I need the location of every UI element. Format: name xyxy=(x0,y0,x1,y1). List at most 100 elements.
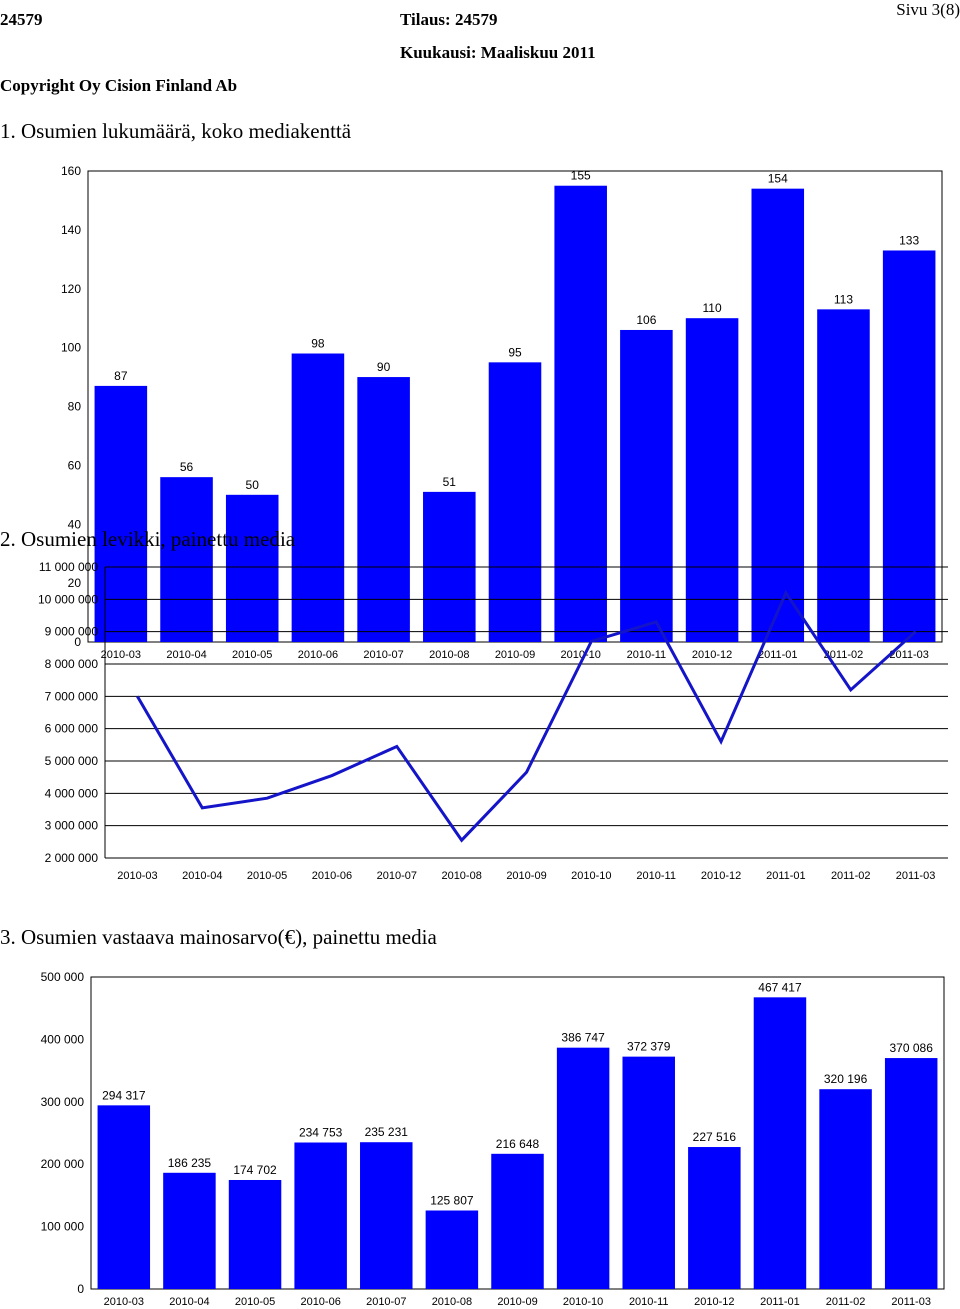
document-id: 24579 xyxy=(0,10,43,29)
circulation-line-chart: 2 000 000 3 000 000 4 000 000 5 000 000 6 00… xyxy=(38,560,948,882)
bar xyxy=(225,494,279,642)
y-tick-label: 2 000 000 xyxy=(45,851,99,865)
bar xyxy=(357,377,410,642)
x-tick-label: 2010-06 xyxy=(312,870,352,882)
x-tick-label: 2010-04 xyxy=(166,649,206,661)
data-label: 125 807 xyxy=(430,1193,474,1207)
data-label: 50 xyxy=(246,478,260,492)
bar xyxy=(228,1179,282,1289)
bar xyxy=(884,1058,938,1289)
bar xyxy=(294,1142,347,1289)
y-tick-label: 0 xyxy=(77,1282,84,1296)
y-tick-label: 5 000 000 xyxy=(45,754,99,768)
x-tick-label: 2010-12 xyxy=(694,1296,734,1308)
section-title-circulation: 2. Osumien levikki, painettu media xyxy=(0,527,296,551)
data-label: 320 196 xyxy=(824,1072,868,1086)
x-tick-label: 2010-06 xyxy=(300,1296,340,1308)
data-label: 98 xyxy=(311,337,325,351)
x-tick-label: 2010-04 xyxy=(182,870,222,882)
y-tick-label: 60 xyxy=(68,458,82,472)
bar xyxy=(688,1147,741,1289)
bar xyxy=(491,1153,544,1289)
bar xyxy=(622,1056,675,1289)
data-label: 154 xyxy=(768,172,788,186)
series-line xyxy=(136,589,917,843)
bar xyxy=(97,1105,151,1289)
y-tick-label: 160 xyxy=(61,164,81,178)
copyright-notice: Copyright Oy Cision Finland Ab xyxy=(0,76,238,95)
y-tick-label: 3 000 000 xyxy=(45,819,99,833)
data-label: 186 235 xyxy=(168,1156,212,1170)
x-tick-label: 2010-07 xyxy=(363,649,403,661)
data-label: 467 417 xyxy=(758,980,802,994)
x-tick-label: 2011-02 xyxy=(831,870,871,882)
data-label: 113 xyxy=(834,292,853,306)
x-tick-label: 2010-11 xyxy=(636,870,676,882)
bar xyxy=(556,1047,610,1289)
x-tick-label: 2011-01 xyxy=(760,1296,800,1308)
bar xyxy=(163,1172,216,1289)
section-title-hits: 1. Osumien lukumäärä, koko mediakenttä xyxy=(0,119,352,143)
x-tick-label: 2010-11 xyxy=(629,1296,669,1308)
x-tick-label: 2010-05 xyxy=(247,870,287,882)
y-tick-label: 6 000 000 xyxy=(45,722,99,736)
bar xyxy=(751,188,805,642)
x-tick-label: 2010-07 xyxy=(366,1296,406,1308)
bar xyxy=(685,318,739,642)
data-label: 110 xyxy=(703,301,722,315)
x-tick-label: 2010-09 xyxy=(506,870,546,882)
y-tick-label: 100 000 xyxy=(41,1220,85,1234)
y-tick-label: 8 000 000 xyxy=(45,657,99,671)
x-tick-label: 2010-04 xyxy=(169,1296,209,1308)
bar xyxy=(620,329,673,642)
x-tick-label: 2011-03 xyxy=(889,649,929,661)
y-tick-label: 400 000 xyxy=(41,1032,85,1046)
x-tick-label: 2011-03 xyxy=(896,870,936,882)
data-label: 90 xyxy=(377,360,391,374)
y-tick-label: 200 000 xyxy=(41,1157,85,1171)
y-tick-label: 10 000 000 xyxy=(38,592,98,606)
data-label: 87 xyxy=(114,369,128,383)
x-tick-label: 2011-02 xyxy=(824,649,864,661)
data-label: 386 747 xyxy=(561,1031,605,1045)
y-tick-label: 11 000 000 xyxy=(39,560,98,574)
section-title-ad-value: 3. Osumien vastaava mainosarvo(€), paine… xyxy=(0,925,437,949)
data-label: 216 648 xyxy=(496,1137,540,1151)
y-tick-label: 140 xyxy=(61,223,81,237)
x-tick-label: 2010-03 xyxy=(104,1296,144,1308)
x-tick-label: 2011-03 xyxy=(891,1296,931,1308)
bar xyxy=(554,185,607,642)
order-number: Tilaus: 24579 xyxy=(400,10,498,29)
x-tick-label: 2011-01 xyxy=(758,649,798,661)
bar xyxy=(488,362,542,642)
y-tick-label: 100 xyxy=(61,341,81,355)
bar xyxy=(753,997,807,1289)
hits-bar-chart: 0 20 40 60 80 100 120 140 160 87 2010-03 56 2010-04 5… xyxy=(61,164,943,661)
y-tick-label: 20 xyxy=(68,576,82,590)
x-tick-label: 2010-05 xyxy=(232,649,272,661)
x-tick-label: 2010-10 xyxy=(561,649,601,661)
data-label: 370 086 xyxy=(889,1041,933,1055)
x-tick-label: 2010-07 xyxy=(377,870,417,882)
y-tick-label: 500 000 xyxy=(41,970,85,984)
data-label: 294 317 xyxy=(102,1088,146,1102)
x-tick-label: 2010-09 xyxy=(495,649,535,661)
x-tick-label: 2010-05 xyxy=(235,1296,275,1308)
x-tick-label: 2010-12 xyxy=(701,870,741,882)
data-label: 51 xyxy=(443,475,457,489)
data-label: 372 379 xyxy=(627,1040,671,1054)
bar xyxy=(882,250,936,642)
y-tick-label: 80 xyxy=(68,400,82,414)
y-tick-label: 4 000 000 xyxy=(45,786,99,800)
x-tick-label: 2010-10 xyxy=(571,870,611,882)
data-label: 133 xyxy=(899,233,919,247)
report-month: Kuukausi: Maaliskuu 2011 xyxy=(400,43,596,62)
bar xyxy=(817,309,870,642)
x-tick-label: 2010-10 xyxy=(563,1296,603,1308)
x-tick-label: 2010-03 xyxy=(101,649,141,661)
bar xyxy=(425,1210,479,1289)
x-tick-label: 2010-08 xyxy=(429,649,469,661)
x-tick-label: 2010-03 xyxy=(117,870,157,882)
x-tick-label: 2010-06 xyxy=(298,649,338,661)
data-label: 234 753 xyxy=(299,1126,343,1140)
